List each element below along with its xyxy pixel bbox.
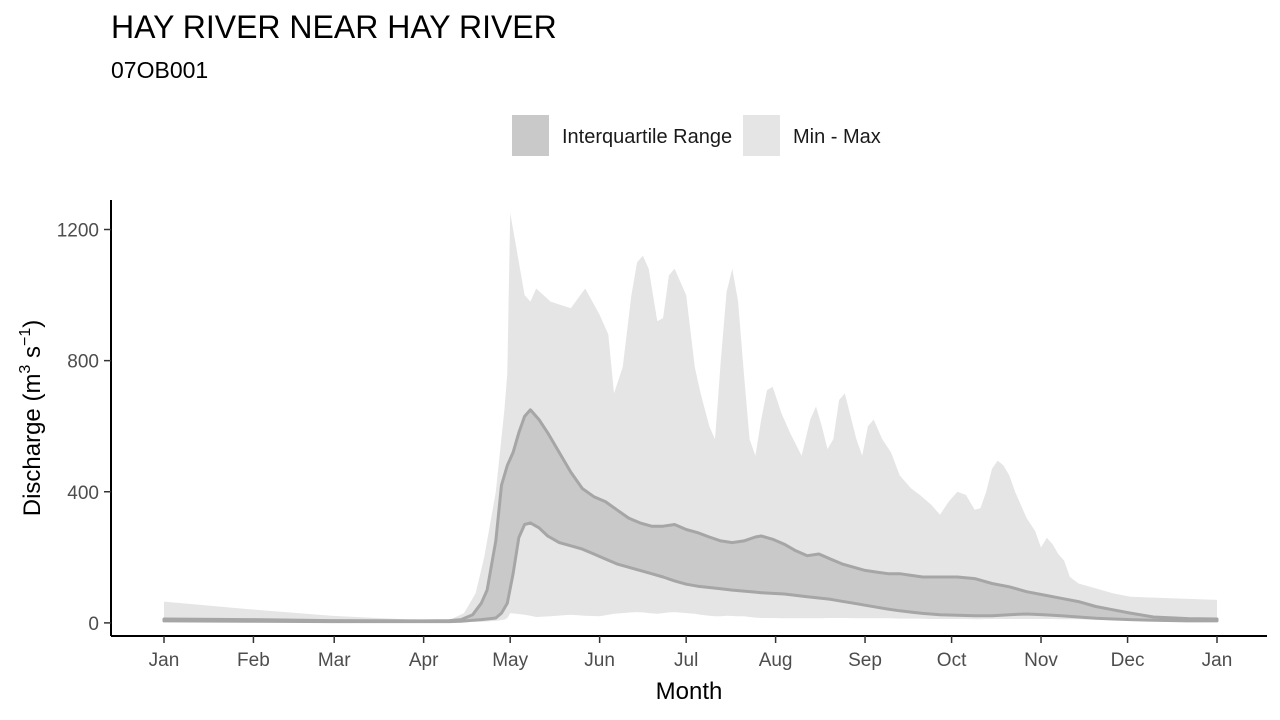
y-axis-title-mid: s xyxy=(19,346,46,365)
x-tick-label: Aug xyxy=(759,650,793,671)
legend: Interquartile Range Min - Max xyxy=(512,115,881,156)
x-tick-label: May xyxy=(492,650,528,671)
x-axis: Jan Feb Mar Apr May Jun Jul Aug Sep Oct Nov Dec Jan xyxy=(111,635,1267,671)
plot-area xyxy=(162,213,1219,624)
chart-subtitle: 07OB001 xyxy=(111,57,208,83)
y-axis-title-end: ) xyxy=(19,320,46,328)
min-max-band xyxy=(164,213,1217,623)
x-tick-label: Mar xyxy=(318,650,351,671)
y-tick-label: 0 xyxy=(88,614,99,635)
x-tick-label: Dec xyxy=(1111,650,1145,671)
y-axis-title-sup2: −1 xyxy=(17,328,34,346)
x-tick-label: Jun xyxy=(584,650,615,671)
legend-key-minmax xyxy=(743,115,780,156)
x-tick-label: Apr xyxy=(409,650,439,671)
y-axis: 0 400 800 1200 xyxy=(57,200,112,636)
x-tick-label: Jan xyxy=(1202,650,1233,671)
x-tick-label: Jan xyxy=(149,650,180,671)
y-axis-title-main: Discharge (m xyxy=(19,374,46,517)
legend-key-iqr xyxy=(512,115,549,156)
x-tick-label: Feb xyxy=(237,650,270,671)
x-axis-title: Month xyxy=(656,678,723,705)
chart-title: HAY RIVER NEAR HAY RIVER xyxy=(111,9,557,45)
y-axis-title-sup1: 3 xyxy=(17,365,34,374)
x-tick-label: Jul xyxy=(674,650,698,671)
x-tick-label: Oct xyxy=(937,650,967,671)
legend-label-iqr: Interquartile Range xyxy=(562,126,732,148)
y-axis-title: Discharge (m3 s−1) xyxy=(17,320,46,517)
y-tick-label: 1200 xyxy=(57,221,99,242)
y-tick-label: 400 xyxy=(67,483,99,504)
interquartile-band xyxy=(162,408,1219,624)
legend-label-minmax: Min - Max xyxy=(793,126,881,148)
x-tick-label: Nov xyxy=(1024,650,1058,671)
x-tick-label: Sep xyxy=(848,650,882,671)
y-tick-label: 800 xyxy=(67,352,99,373)
